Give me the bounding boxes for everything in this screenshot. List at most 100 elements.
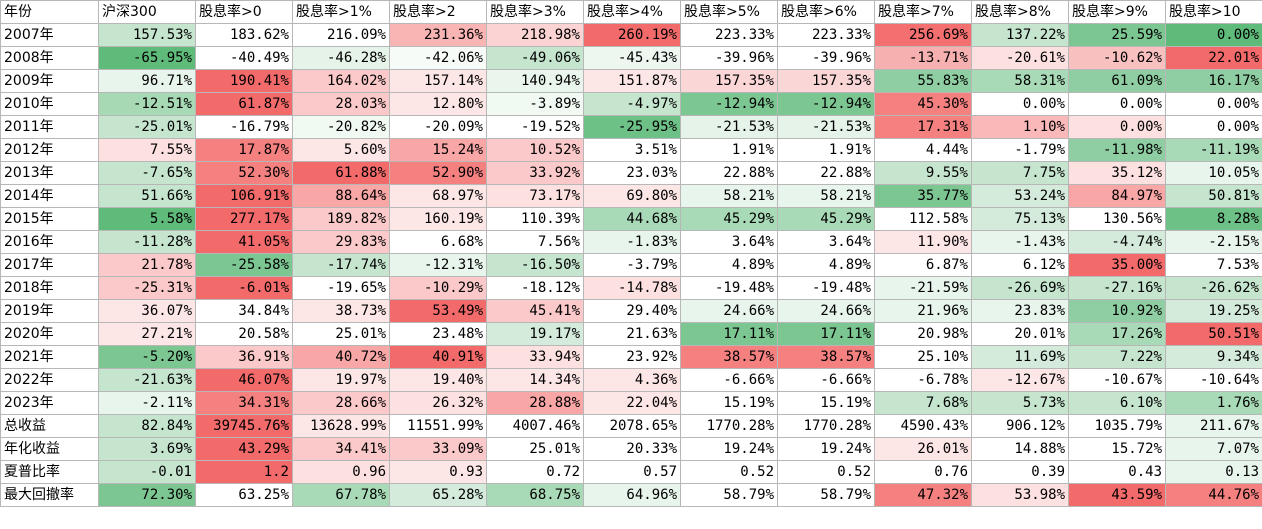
row-label[interactable]: 2023年 [0,391,99,415]
table-cell[interactable]: -10.64% [1165,368,1262,392]
table-cell[interactable]: -19.52% [486,115,584,139]
table-cell[interactable]: -12.94% [777,92,875,116]
table-cell[interactable]: 157.14% [389,69,487,93]
table-cell[interactable]: -42.06% [389,46,487,70]
table-cell[interactable]: 10.52% [486,138,584,162]
table-cell[interactable]: -3.79% [583,253,681,277]
table-cell[interactable]: 50.51% [1165,322,1262,346]
table-cell[interactable]: 10.92% [1068,299,1166,323]
table-cell[interactable]: 11551.99% [389,414,487,438]
table-cell[interactable]: 36.91% [195,345,293,369]
table-cell[interactable]: 65.28% [389,483,487,507]
table-cell[interactable]: -19.48% [680,276,778,300]
table-cell[interactable]: -4.74% [1068,230,1166,254]
table-cell[interactable]: -21.59% [874,276,972,300]
table-cell[interactable]: 84.97% [1068,184,1166,208]
table-cell[interactable]: 0.39 [971,460,1069,484]
row-label[interactable]: 总收益 [0,414,99,438]
table-cell[interactable]: 157.35% [777,69,875,93]
column-header[interactable]: 股息率>3% [486,0,584,24]
table-cell[interactable]: 20.33% [583,437,681,461]
column-header[interactable]: 股息率>1% [292,0,390,24]
table-cell[interactable]: 1.91% [680,138,778,162]
table-cell[interactable]: 69.80% [583,184,681,208]
table-cell[interactable]: 67.78% [292,483,390,507]
table-cell[interactable]: -11.98% [1068,138,1166,162]
table-cell[interactable]: 88.64% [292,184,390,208]
table-cell[interactable]: 11.69% [971,345,1069,369]
table-cell[interactable]: 28.88% [486,391,584,415]
table-cell[interactable]: 106.91% [195,184,293,208]
table-cell[interactable]: 0.00% [1165,92,1262,116]
table-cell[interactable]: 4.89% [777,253,875,277]
table-cell[interactable]: -45.43% [583,46,681,70]
table-cell[interactable]: 39745.76% [195,414,293,438]
table-cell[interactable]: -2.11% [98,391,196,415]
table-cell[interactable]: 68.97% [389,184,487,208]
table-cell[interactable]: 4.89% [680,253,778,277]
table-cell[interactable]: -7.65% [98,161,196,185]
table-cell[interactable]: -10.67% [1068,368,1166,392]
table-cell[interactable]: -20.09% [389,115,487,139]
table-cell[interactable]: -2.15% [1165,230,1262,254]
table-cell[interactable]: -49.06% [486,46,584,70]
table-cell[interactable]: -65.95% [98,46,196,70]
table-cell[interactable]: 7.07% [1165,437,1262,461]
table-cell[interactable]: -11.28% [98,230,196,254]
row-label[interactable]: 2013年 [0,161,99,185]
table-cell[interactable]: -14.78% [583,276,681,300]
table-cell[interactable]: -25.31% [98,276,196,300]
table-cell[interactable]: 7.75% [971,161,1069,185]
table-cell[interactable]: 15.19% [680,391,778,415]
table-cell[interactable]: 0.76 [874,460,972,484]
table-cell[interactable]: 223.33% [680,23,778,47]
table-cell[interactable]: 7.22% [1068,345,1166,369]
table-cell[interactable]: 22.04% [583,391,681,415]
row-label[interactable]: 2010年 [0,92,99,116]
table-cell[interactable]: 23.03% [583,161,681,185]
table-cell[interactable]: 19.25% [1165,299,1262,323]
table-cell[interactable]: 17.11% [777,322,875,346]
table-cell[interactable]: 12.80% [389,92,487,116]
table-cell[interactable]: 223.33% [777,23,875,47]
table-cell[interactable]: -25.58% [195,253,293,277]
table-cell[interactable]: 183.62% [195,23,293,47]
table-cell[interactable]: 4.36% [583,368,681,392]
column-header[interactable]: 股息率>7% [874,0,972,24]
table-cell[interactable]: 15.24% [389,138,487,162]
table-cell[interactable]: 44.68% [583,207,681,231]
column-header[interactable]: 股息率>9% [1068,0,1166,24]
table-cell[interactable]: 0.72 [486,460,584,484]
table-cell[interactable]: -1.83% [583,230,681,254]
table-cell[interactable]: 157.35% [680,69,778,93]
table-cell[interactable]: -26.62% [1165,276,1262,300]
row-label[interactable]: 2019年 [0,299,99,323]
table-cell[interactable]: 38.73% [292,299,390,323]
table-cell[interactable]: 21.78% [98,253,196,277]
table-cell[interactable]: 140.94% [486,69,584,93]
table-cell[interactable]: 130.56% [1068,207,1166,231]
table-cell[interactable]: -25.95% [583,115,681,139]
table-cell[interactable]: 52.90% [389,161,487,185]
table-cell[interactable]: 2078.65% [583,414,681,438]
table-cell[interactable]: -16.79% [195,115,293,139]
table-cell[interactable]: 28.03% [292,92,390,116]
table-cell[interactable]: 4590.43% [874,414,972,438]
row-label[interactable]: 2022年 [0,368,99,392]
table-cell[interactable]: 15.72% [1068,437,1166,461]
table-cell[interactable]: 17.87% [195,138,293,162]
table-cell[interactable]: 25.59% [1068,23,1166,47]
table-cell[interactable]: 29.83% [292,230,390,254]
table-cell[interactable]: -18.12% [486,276,584,300]
table-cell[interactable]: 52.30% [195,161,293,185]
table-cell[interactable]: 189.82% [292,207,390,231]
table-cell[interactable]: 277.17% [195,207,293,231]
column-header[interactable]: 年份 [0,0,99,24]
table-cell[interactable]: 1035.79% [1068,414,1166,438]
table-cell[interactable]: 0.57 [583,460,681,484]
table-cell[interactable]: 17.31% [874,115,972,139]
table-cell[interactable]: 25.01% [486,437,584,461]
table-cell[interactable]: 110.39% [486,207,584,231]
table-cell[interactable]: 61.88% [292,161,390,185]
column-header[interactable]: 股息率>6% [777,0,875,24]
